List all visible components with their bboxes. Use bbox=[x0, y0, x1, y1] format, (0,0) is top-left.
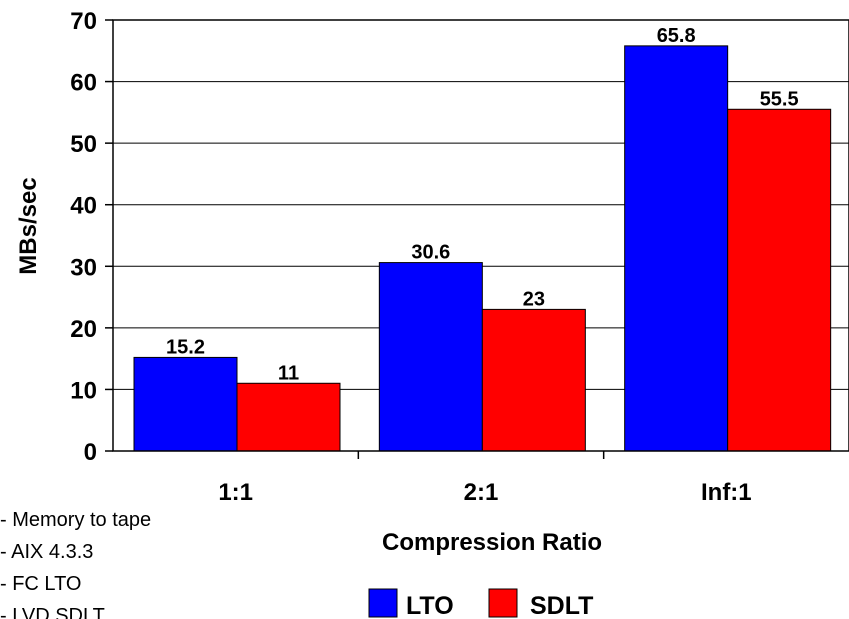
y-tick-label-70: 70 bbox=[70, 8, 97, 35]
y-axis-title: MBs/sec bbox=[15, 177, 42, 274]
note-fc-lto: - FC LTO bbox=[0, 573, 81, 595]
data-label-sdlt-2: 55.5 bbox=[760, 88, 799, 110]
data-label-lto-0: 15.2 bbox=[166, 336, 205, 358]
legend-swatch-sdlt bbox=[488, 588, 518, 618]
data-labels: 15.2 11 30.6 23 65.8 55.5 bbox=[166, 25, 799, 384]
y-tick-label-0: 0 bbox=[84, 439, 97, 466]
bar-lto-0 bbox=[133, 356, 238, 452]
bar-lto-2 bbox=[624, 45, 729, 452]
note-lvd-sdlt: - LVD SDLT bbox=[0, 605, 105, 619]
axes bbox=[112, 19, 849, 452]
y-tick-label-50: 50 bbox=[70, 131, 97, 158]
x-tick-label-0: 1:1 bbox=[218, 479, 253, 506]
y-tick-label-20: 20 bbox=[70, 316, 97, 343]
x-axis-title: Compression Ratio bbox=[382, 529, 602, 556]
legend-label-sdlt: SDLT bbox=[530, 592, 593, 619]
bar-lto-1 bbox=[378, 262, 483, 452]
legend-swatch-lto bbox=[368, 588, 398, 618]
x-tick-label-1: 2:1 bbox=[464, 479, 499, 506]
y-tick-label-40: 40 bbox=[70, 193, 97, 220]
bar-sdlt-0 bbox=[236, 382, 341, 452]
data-label-sdlt-0: 11 bbox=[278, 362, 299, 384]
plot-frame bbox=[112, 19, 849, 452]
data-label-sdlt-1: 23 bbox=[523, 288, 545, 310]
x-tick-label-2: Inf:1 bbox=[701, 479, 752, 506]
bars bbox=[133, 45, 832, 452]
data-label-lto-1: 30.6 bbox=[411, 242, 450, 264]
bar-sdlt-2 bbox=[727, 108, 832, 452]
bar-sdlt-1 bbox=[481, 308, 586, 452]
note-memory-to-tape: - Memory to tape bbox=[0, 509, 151, 531]
chart-notes: - Memory to tape - AIX 4.3.3 - FC LTO - … bbox=[0, 509, 151, 619]
data-label-lto-2: 65.8 bbox=[657, 25, 696, 47]
note-aix-version: - AIX 4.3.3 bbox=[0, 541, 93, 563]
y-tick-label-60: 60 bbox=[70, 70, 97, 97]
y-tick-label-30: 30 bbox=[70, 254, 97, 281]
x-tick-labels: 1:1 2:1 Inf:1 bbox=[218, 479, 751, 506]
legend-label-lto: LTO bbox=[406, 592, 454, 619]
y-tick-labels: 0 10 20 30 40 50 60 70 bbox=[70, 8, 97, 466]
legend: LTO SDLT bbox=[368, 588, 593, 619]
y-tick-label-10: 10 bbox=[70, 377, 97, 404]
